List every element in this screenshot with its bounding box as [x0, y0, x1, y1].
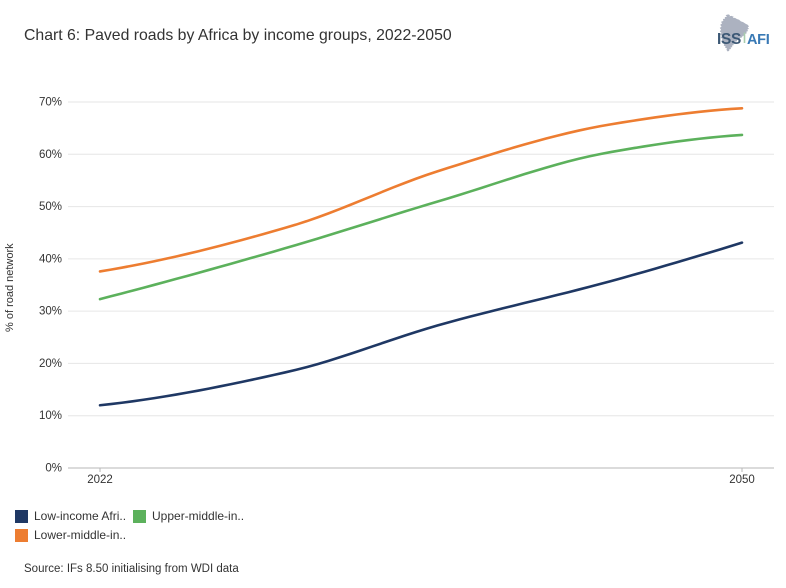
- svg-text:ISS: ISS: [717, 31, 741, 48]
- svg-text:50%: 50%: [39, 201, 62, 213]
- svg-text:20%: 20%: [39, 358, 62, 370]
- svg-text:60%: 60%: [39, 149, 62, 161]
- svg-text:AFI: AFI: [747, 32, 770, 48]
- svg-text:10%: 10%: [39, 410, 62, 422]
- svg-text:70%: 70%: [39, 97, 62, 109]
- svg-text:2050: 2050: [729, 474, 755, 486]
- svg-text:40%: 40%: [39, 253, 62, 265]
- svg-text:0%: 0%: [45, 463, 62, 475]
- svg-text:2022: 2022: [87, 474, 113, 486]
- svg-text:30%: 30%: [39, 306, 62, 318]
